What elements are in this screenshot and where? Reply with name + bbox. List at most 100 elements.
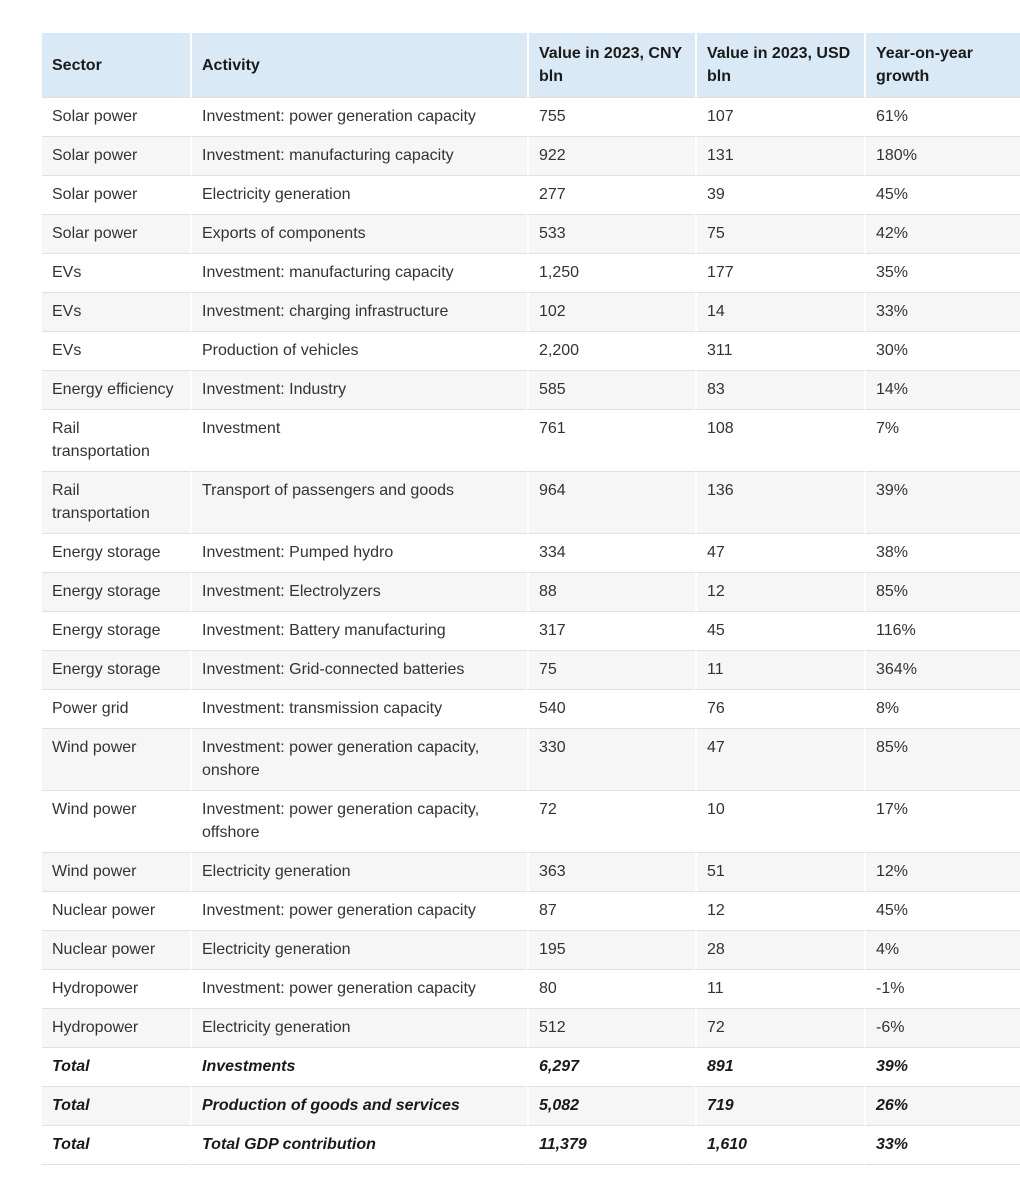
cell-activity: Electricity generation <box>190 852 527 891</box>
cell-activity: Electricity generation <box>190 1008 527 1047</box>
cell-activity: Transport of passengers and goods <box>190 471 527 533</box>
cell-value-usd: 14 <box>695 292 864 331</box>
cell-activity: Total GDP contribution <box>190 1125 527 1165</box>
cell-sector: Rail transportation <box>42 471 190 533</box>
cell-growth: 39% <box>864 1047 1020 1086</box>
cell-activity: Electricity generation <box>190 930 527 969</box>
cell-value-usd: 107 <box>695 97 864 136</box>
cell-growth: 33% <box>864 1125 1020 1165</box>
cell-growth: 116% <box>864 611 1020 650</box>
cell-activity: Investment: power generation capacity <box>190 969 527 1008</box>
table-row: Power grid Investment: transmission capa… <box>42 689 1020 728</box>
cell-activity: Investment: Grid-connected batteries <box>190 650 527 689</box>
cell-value-usd: 311 <box>695 331 864 370</box>
table-row: Total Production of goods and services 5… <box>42 1086 1020 1125</box>
cell-sector: Hydropower <box>42 969 190 1008</box>
cell-value-cny: 540 <box>527 689 695 728</box>
cell-value-cny: 363 <box>527 852 695 891</box>
cell-value-usd: 12 <box>695 891 864 930</box>
cell-growth: -6% <box>864 1008 1020 1047</box>
cell-growth: 38% <box>864 533 1020 572</box>
table-row: Energy storage Investment: Pumped hydro … <box>42 533 1020 572</box>
table-row: EVs Production of vehicles 2,200 311 30% <box>42 331 1020 370</box>
cell-sector: Hydropower <box>42 1008 190 1047</box>
cell-sector: EVs <box>42 292 190 331</box>
cell-sector: Energy storage <box>42 572 190 611</box>
column-header-sector: Sector <box>42 33 190 97</box>
cell-growth: 4% <box>864 930 1020 969</box>
cell-sector: Solar power <box>42 175 190 214</box>
cell-value-cny: 88 <box>527 572 695 611</box>
cell-sector: Wind power <box>42 790 190 852</box>
cell-sector: Nuclear power <box>42 891 190 930</box>
table-row: Energy storage Investment: Electrolyzers… <box>42 572 1020 611</box>
cell-sector: Solar power <box>42 136 190 175</box>
cell-growth: 364% <box>864 650 1020 689</box>
cell-value-usd: 177 <box>695 253 864 292</box>
cell-value-cny: 317 <box>527 611 695 650</box>
cell-value-cny: 334 <box>527 533 695 572</box>
cell-value-cny: 5,082 <box>527 1086 695 1125</box>
table-row: Hydropower Investment: power generation … <box>42 969 1020 1008</box>
table-row: Wind power Investment: power generation … <box>42 790 1020 852</box>
table-row: Total Total GDP contribution 11,379 1,61… <box>42 1125 1020 1165</box>
cell-activity: Investment: manufacturing capacity <box>190 253 527 292</box>
cell-growth: 45% <box>864 175 1020 214</box>
cell-value-usd: 39 <box>695 175 864 214</box>
cell-activity: Investment <box>190 409 527 471</box>
cell-activity: Production of vehicles <box>190 331 527 370</box>
cell-value-usd: 45 <box>695 611 864 650</box>
column-header-value-usd: Value in 2023, USD bln <box>695 33 864 97</box>
cell-activity: Investment: power generation capacity, o… <box>190 790 527 852</box>
table-row: EVs Investment: manufacturing capacity 1… <box>42 253 1020 292</box>
cell-growth: 12% <box>864 852 1020 891</box>
cell-value-cny: 6,297 <box>527 1047 695 1086</box>
cell-value-cny: 964 <box>527 471 695 533</box>
cell-value-cny: 75 <box>527 650 695 689</box>
cleantech-gdp-table-container: Sector Activity Value in 2023, CNY bln V… <box>42 33 1020 1165</box>
cell-value-usd: 28 <box>695 930 864 969</box>
cell-sector: Rail transportation <box>42 409 190 471</box>
cell-activity: Exports of components <box>190 214 527 253</box>
cell-activity: Investment: power generation capacity <box>190 97 527 136</box>
cell-growth: 35% <box>864 253 1020 292</box>
cell-activity: Electricity generation <box>190 175 527 214</box>
cell-value-usd: 136 <box>695 471 864 533</box>
table-row: Energy storage Investment: Battery manuf… <box>42 611 1020 650</box>
cell-sector: Solar power <box>42 214 190 253</box>
cell-value-usd: 51 <box>695 852 864 891</box>
cell-value-cny: 512 <box>527 1008 695 1047</box>
cell-growth: -1% <box>864 969 1020 1008</box>
cell-activity: Investment: Pumped hydro <box>190 533 527 572</box>
cell-growth: 61% <box>864 97 1020 136</box>
cell-value-cny: 330 <box>527 728 695 790</box>
cell-sector: Energy storage <box>42 533 190 572</box>
table-row: Energy efficiency Investment: Industry 5… <box>42 370 1020 409</box>
column-header-value-cny: Value in 2023, CNY bln <box>527 33 695 97</box>
cell-value-cny: 80 <box>527 969 695 1008</box>
cell-value-cny: 102 <box>527 292 695 331</box>
cell-sector: EVs <box>42 253 190 292</box>
cell-growth: 180% <box>864 136 1020 175</box>
cell-value-cny: 755 <box>527 97 695 136</box>
cell-sector: Energy efficiency <box>42 370 190 409</box>
cell-value-usd: 1,610 <box>695 1125 864 1165</box>
cell-growth: 39% <box>864 471 1020 533</box>
cell-activity: Investment: Battery manufacturing <box>190 611 527 650</box>
cell-value-cny: 922 <box>527 136 695 175</box>
cell-growth: 8% <box>864 689 1020 728</box>
cell-activity: Investment: power generation capacity, o… <box>190 728 527 790</box>
cell-value-usd: 76 <box>695 689 864 728</box>
header-row: Sector Activity Value in 2023, CNY bln V… <box>42 33 1020 97</box>
table-row: Total Investments 6,297 891 39% <box>42 1047 1020 1086</box>
cell-activity: Investment: charging infrastructure <box>190 292 527 331</box>
cell-activity: Investments <box>190 1047 527 1086</box>
cell-sector: EVs <box>42 331 190 370</box>
cell-value-cny: 72 <box>527 790 695 852</box>
cell-growth: 7% <box>864 409 1020 471</box>
cell-activity: Investment: manufacturing capacity <box>190 136 527 175</box>
cell-growth: 45% <box>864 891 1020 930</box>
table-row: Hydropower Electricity generation 512 72… <box>42 1008 1020 1047</box>
cell-sector: Energy storage <box>42 611 190 650</box>
cell-growth: 14% <box>864 370 1020 409</box>
